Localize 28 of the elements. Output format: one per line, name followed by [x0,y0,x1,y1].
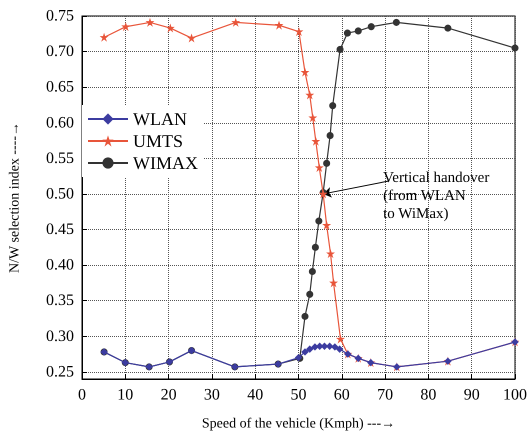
y-tick-label: 0.45 [46,221,74,238]
x-tick-label: 60 [334,386,350,404]
annotation: Vertical handover (from WLAN to WiMax) [383,170,490,222]
x-tick-label: 30 [204,386,220,404]
x-tick-label: 20 [160,386,177,404]
y-tick-label: 0.50 [46,185,74,202]
y-tick-label: 0.35 [46,292,74,310]
y-tick-label: 0.75 [46,8,74,24]
y-axis-title: N/W selection index ----→ [8,122,22,273]
x-tick-label: 90 [464,386,480,404]
x-axis-title: Speed of the vehicle (Kmph) ---→ [202,416,396,432]
x-tick-label: 40 [247,386,264,404]
x-tick-label: 10 [117,386,134,404]
y-tick-label: 0.40 [46,256,74,274]
x-tick-label: 70 [377,386,394,404]
x-tick-label: 100 [503,386,527,404]
y-tick-label: 0.65 [46,78,74,96]
x-tick-label: 50 [290,386,306,404]
legend-label: UMTS [133,131,184,151]
legend-label: WIMAX [133,153,198,173]
x-tick-label: 0 [78,386,86,404]
y-tick-label: 0.30 [46,328,74,345]
y-tick-label: 0.55 [46,150,74,167]
y-tick-label: 0.60 [46,114,74,132]
x-tick-label: 80 [420,386,436,404]
y-tick-label: 0.25 [46,363,74,380]
legend-label: WLAN [133,109,187,129]
y-tick-label: 0.70 [46,43,74,60]
